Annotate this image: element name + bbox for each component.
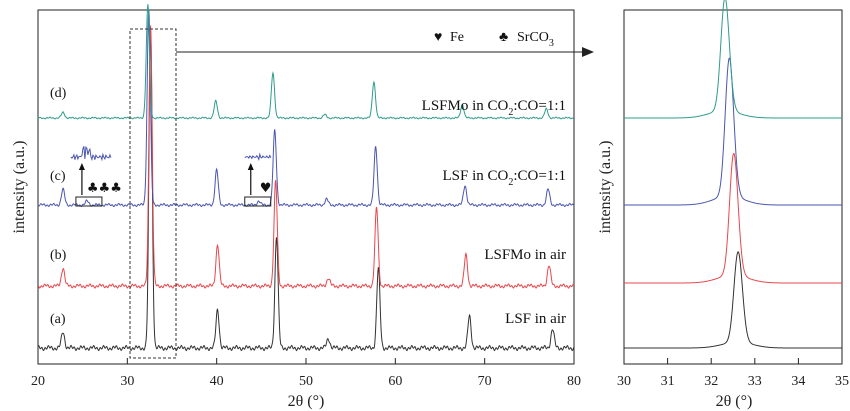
left-series-line — [37, 9, 575, 208]
inset-box — [75, 196, 103, 207]
left-series-line — [37, 28, 575, 352]
left-series-line — [37, 25, 575, 289]
right-x-axis — [623, 358, 843, 364]
left-x-tick-labels: 20 30 40 50 60 70 80 — [31, 374, 581, 389]
left-x-axis-title: 2θ (°) — [288, 393, 325, 410]
right-x-tick-label: 32 — [704, 374, 718, 389]
inset-zoom-trace — [70, 145, 112, 162]
right-x-tick-label: 30 — [617, 374, 631, 389]
zoom-region-box — [129, 28, 177, 359]
legend-heart-symbol: ♥ — [434, 30, 442, 45]
left-series-labels: (a) LSF in air (b) LSFMo in air (c) LSF in CO… — [50, 86, 566, 327]
inset-arrow-head — [78, 163, 85, 170]
series-condition-label: LSF in CO2:CO=1:1 — [443, 168, 567, 188]
series-condition-label: LSFMo in CO2:CO=1:1 — [422, 98, 566, 118]
left-plot-series — [37, 4, 575, 352]
series-letter-label: (a) — [50, 312, 66, 327]
left-x-tick-label: 20 — [31, 374, 45, 389]
series-letter-label: (b) — [50, 248, 67, 263]
left-series-line — [37, 4, 575, 120]
right-x-axis-title: 2θ (°) — [716, 393, 753, 410]
right-y-axis-title: intensity (a.u.) — [597, 141, 614, 234]
inset-arrow-head — [247, 163, 254, 170]
inset-zoom-trace — [244, 152, 272, 161]
legend-fe-label: Fe — [450, 30, 464, 45]
legend: ♥ Fe ♣ SrCO3 — [434, 30, 554, 49]
series-condition-label: LSF in air — [505, 311, 566, 327]
right-plot-frame — [623, 9, 843, 365]
right-plot-series — [624, 0, 842, 349]
right-x-tick-labels: 30 31 32 33 34 35 — [617, 374, 849, 389]
left-x-tick-label: 40 — [210, 374, 224, 389]
right-series-line — [624, 152, 842, 284]
right-series-line — [624, 57, 842, 206]
left-x-tick-label: 50 — [299, 374, 313, 389]
right-x-tick-label: 31 — [661, 374, 675, 389]
inset-symbol: ♣♣♣ — [87, 181, 122, 196]
left-x-tick-label: 30 — [120, 374, 134, 389]
series-letter-label: (d) — [50, 86, 67, 101]
right-series-line — [624, 0, 842, 119]
zoom-arrow-head — [582, 47, 594, 57]
left-x-axis — [37, 358, 575, 364]
left-x-tick-label: 70 — [478, 374, 492, 389]
series-condition-label: LSFMo in air — [484, 247, 566, 263]
left-x-tick-label: 80 — [567, 374, 581, 389]
right-x-tick-label: 35 — [835, 374, 849, 389]
right-series-line — [624, 251, 842, 349]
series-letter-label: (c) — [50, 169, 66, 184]
legend-srco3-label: SrCO3 — [517, 30, 554, 49]
left-x-tick-label: 60 — [388, 374, 402, 389]
right-x-tick-label: 34 — [791, 374, 805, 389]
right-x-tick-label: 33 — [748, 374, 762, 389]
legend-club-symbol: ♣ — [499, 30, 508, 45]
inset-box — [244, 196, 272, 207]
left-y-axis-title: intensity (a.u.) — [11, 141, 28, 234]
inset-symbol: ♥ — [260, 181, 272, 196]
